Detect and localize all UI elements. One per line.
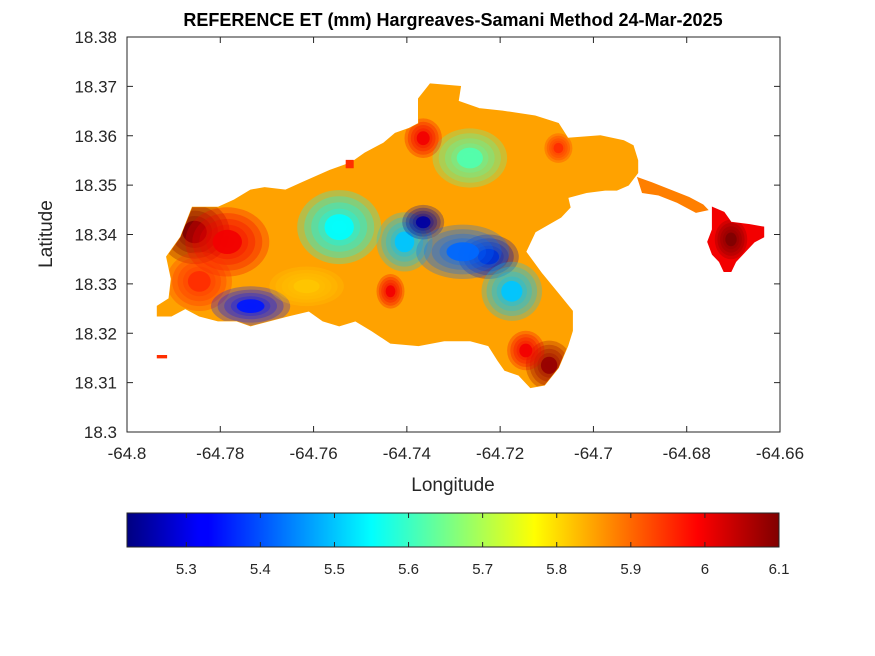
land-region-islet-west (156, 355, 168, 359)
y-tick-label: 18.3 (84, 423, 117, 442)
x-tick-label: -64.76 (289, 444, 337, 463)
colorbar-tick-label: 5.8 (546, 561, 567, 578)
hotspot-core-south-warm (293, 279, 320, 294)
y-axis-label: Latitude (36, 200, 57, 268)
y-tick-label: 18.35 (74, 176, 117, 195)
colorbar (126, 512, 780, 548)
x-axis-label: Longitude (411, 475, 494, 496)
hotspot-core-west-hot-core (182, 220, 207, 244)
y-tick-label: 18.33 (74, 275, 117, 294)
y-tick-label: 18.37 (74, 77, 117, 96)
x-tick-label: -64.72 (476, 444, 524, 463)
land-region-islet-north (345, 159, 354, 169)
x-tick-label: -64.7 (574, 444, 613, 463)
y-tick-label: 18.34 (74, 226, 117, 245)
x-tick-label: -64.66 (756, 444, 804, 463)
hotspot-core-west-hot (212, 229, 242, 254)
colorbar-tick-label: 6 (701, 561, 709, 578)
hotspot-group (159, 118, 748, 388)
x-tick-label: -64.74 (383, 444, 431, 463)
land-region-east-spit (636, 176, 709, 213)
hotspot-core-central-cool (324, 214, 354, 241)
hotspot-core-blue-core-1 (415, 216, 431, 229)
colorbar-ticks: 5.3 5.4 5.5 5.6 5.7 5.8 5.9 6 6.1 (176, 513, 790, 578)
hotspot-core-blue-core-2 (477, 248, 500, 265)
hotspot-core-north-hot (416, 131, 430, 146)
hotspot-core-centre-cool-2 (394, 231, 415, 253)
x-axis-ticks: -64.8 -64.78 -64.76 -64.74 -64.72 -64.7 -64.68… (108, 37, 804, 463)
hotspot-core-southeast-hot-2 (519, 343, 533, 358)
y-axis-ticks: 18.3 18.31 18.32 18.33 18.34 18.35 18.36 18.37 1… (74, 28, 780, 442)
colorbar-tick-label: 5.6 (398, 561, 419, 578)
y-tick-label: 18.38 (74, 28, 117, 47)
y-tick-label: 18.36 (74, 127, 117, 146)
hotspot-core-east-cay-hot (725, 232, 737, 247)
hotspot-core-north-cool (456, 147, 483, 169)
colorbar-tick-label: 5.4 (250, 561, 271, 578)
heatmap-layer (156, 83, 765, 389)
hotspot-core-central-hot-pocket (385, 285, 396, 298)
colorbar-tick-label: 5.3 (176, 561, 197, 578)
colorbar-tick-label: 6.1 (769, 561, 790, 578)
hotspot-core-southwest-cool (236, 299, 265, 313)
y-tick-label: 18.32 (74, 324, 117, 343)
hotspot-core-west-hot-south (187, 271, 211, 292)
hotspot-core-southeast-hot (540, 356, 558, 374)
hotspot-core-northeast-hot (553, 142, 564, 154)
chart-title: REFERENCE ET (mm) Hargreaves-Samani Meth… (183, 10, 722, 30)
x-tick-label: -64.68 (663, 444, 711, 463)
y-tick-label: 18.31 (74, 374, 117, 393)
colorbar-tick-label: 5.9 (620, 561, 641, 578)
hotspot-core-blue-band (446, 242, 480, 262)
hotspot-core-southeast-cool (501, 280, 523, 302)
x-tick-label: -64.8 (108, 444, 147, 463)
colorbar-tick-label: 5.7 (472, 561, 493, 578)
colorbar-tick-label: 5.5 (324, 561, 345, 578)
x-tick-label: -64.78 (196, 444, 244, 463)
